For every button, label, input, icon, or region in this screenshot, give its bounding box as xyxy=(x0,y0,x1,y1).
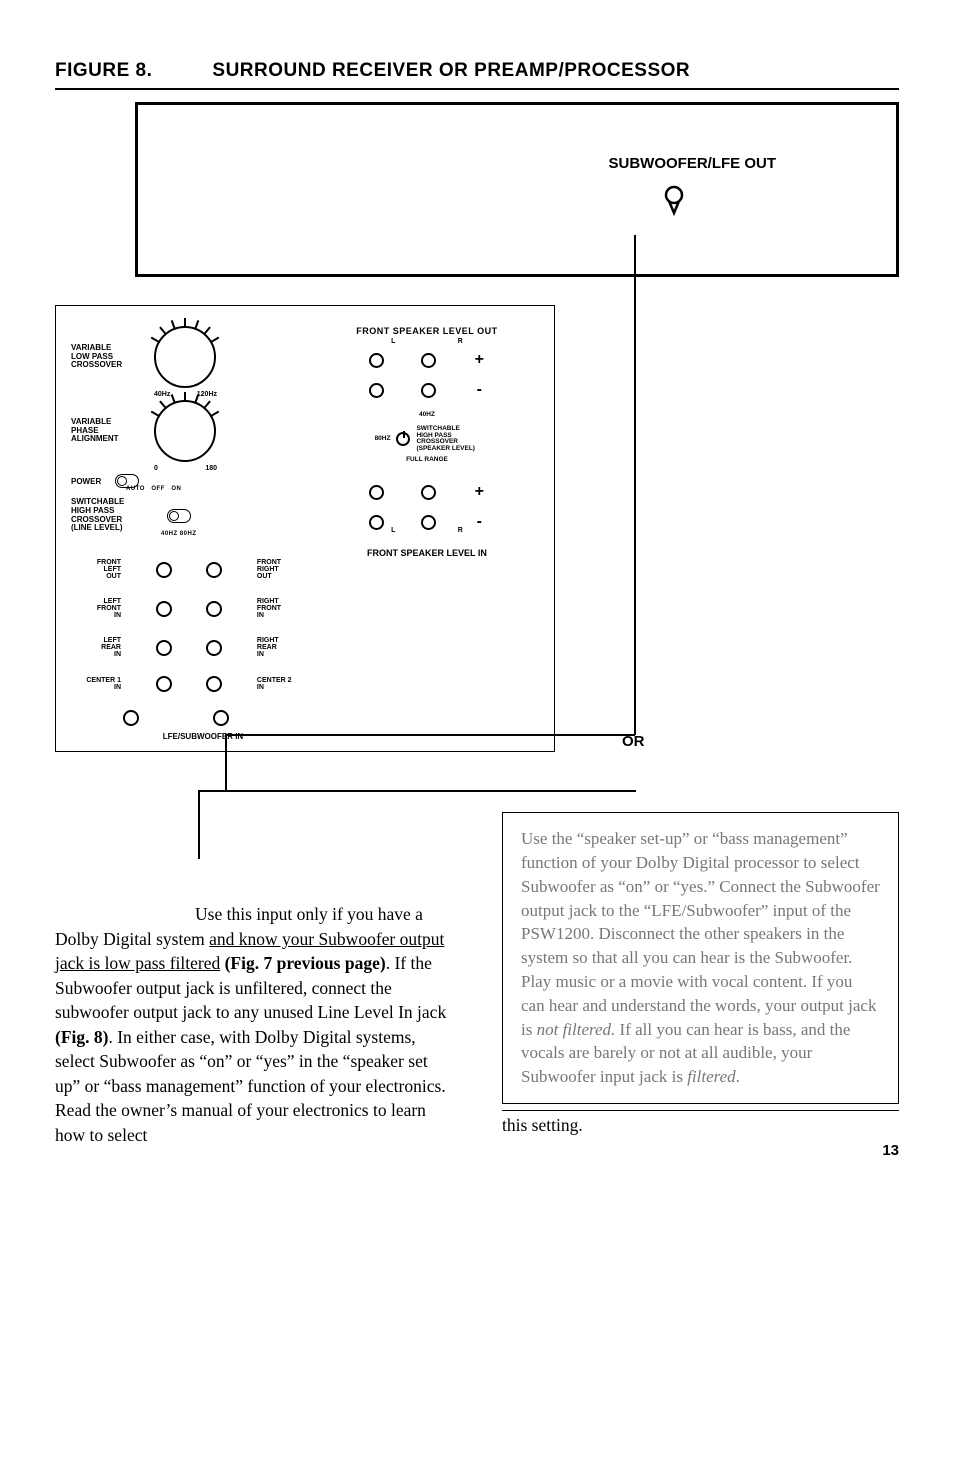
scale-low: 0 xyxy=(154,465,158,472)
rot-left-label: 80HZ xyxy=(362,436,390,443)
hp-options: 40HZ 80HZ xyxy=(161,531,315,537)
hp-line-label: SWITCHABLE HIGH PASS CROSSOVER (LINE LEV… xyxy=(71,498,153,533)
jack-icon xyxy=(156,640,172,656)
panel-right-col: FRONT SPEAKER LEVEL OUT L R + - 40HZ 80H… xyxy=(315,326,539,741)
front-right-out-label: FRONT RIGHT OUT xyxy=(257,559,305,580)
body-text: (Fig. 8) xyxy=(55,1027,108,1047)
plus-label: + xyxy=(473,351,485,369)
rotary-switch-icon xyxy=(396,432,410,446)
center1-in-label: CENTER 1 IN xyxy=(73,677,121,691)
sidebar-text: . xyxy=(736,1067,740,1086)
figure-heading: SURROUND RECEIVER OR PREAMP/PROCESSOR xyxy=(212,60,690,82)
power-label: POWER xyxy=(71,477,101,486)
power-switch-icon xyxy=(115,474,139,488)
body-text: (Fig. 7 previous page) xyxy=(220,953,385,973)
lfe-out-label: SUBWOOFER/LFE OUT xyxy=(609,155,777,172)
left-rear-in-label: LEFT REAR IN xyxy=(73,637,121,658)
jack-icon xyxy=(206,676,222,692)
panel-left-col: VARIABLE LOW PASS CROSSOVER 40Hz 120Hz xyxy=(71,326,315,741)
binding-post-icon xyxy=(369,485,384,500)
binding-post-icon xyxy=(421,485,436,500)
receiver-box: SUBWOOFER/LFE OUT xyxy=(135,102,899,277)
jack-icon xyxy=(206,601,222,617)
wire-segment xyxy=(198,790,636,792)
front-left-out-label: FRONT LEFT OUT xyxy=(73,559,121,580)
speaker-out-heading: FRONT SPEAKER LEVEL OUT xyxy=(315,326,539,336)
r-label: R xyxy=(458,338,463,345)
lfe-jack-icon xyxy=(213,710,229,726)
figure-number: FIGURE 8. xyxy=(55,60,152,82)
scale-high: 180 xyxy=(205,465,217,472)
binding-post-icon xyxy=(369,515,384,530)
sidebar-text: Use the “speaker set-up” or “bass manage… xyxy=(521,829,880,1038)
page-number: 13 xyxy=(882,1142,899,1159)
minus-label: - xyxy=(473,381,485,399)
binding-post-icon xyxy=(369,353,384,368)
subwoofer-panel: VARIABLE LOW PASS CROSSOVER 40Hz 120Hz xyxy=(55,305,555,752)
crossover-knob-label: VARIABLE LOW PASS CROSSOVER xyxy=(71,344,146,370)
figure-title-row: FIGURE 8. SURROUND RECEIVER OR PREAMP/PR… xyxy=(55,60,899,90)
after-box-text: this setting. xyxy=(502,1110,899,1138)
center2-in-label: CENTER 2 IN xyxy=(257,677,305,691)
jack-icon xyxy=(206,562,222,578)
left-front-in-label: LEFT FRONT IN xyxy=(73,598,121,619)
sidebar-text: filtered xyxy=(687,1067,735,1086)
jack-icon xyxy=(156,676,172,692)
jack-icon xyxy=(156,601,172,617)
sidebar-box: Use the “speaker set-up” or “bass manage… xyxy=(502,812,899,1104)
binding-post-icon xyxy=(421,353,436,368)
phase-knob-label: VARIABLE PHASE ALIGNMENT xyxy=(71,418,146,444)
body-columns: ________________Use this input only if y… xyxy=(55,812,899,1147)
l-label: L xyxy=(391,527,395,534)
plus-label: + xyxy=(473,483,485,501)
lfe-jack-icon xyxy=(123,710,139,726)
binding-post-icon xyxy=(421,515,436,530)
rot-top-label: 40HZ xyxy=(315,411,539,418)
speaker-in-heading: FRONT SPEAKER LEVEL IN xyxy=(315,548,539,558)
l-label: L xyxy=(391,338,395,345)
minus-label: - xyxy=(473,513,485,531)
jack-icon xyxy=(206,640,222,656)
body-text: . In either case, with Dolby Digital sys… xyxy=(55,1027,446,1145)
lfe-in-label: LFE/SUBWOOFER IN xyxy=(91,732,315,741)
wire-segment xyxy=(198,790,200,859)
lfe-jack-icon xyxy=(662,185,686,226)
phase-knob: 0 180 xyxy=(154,400,216,462)
hp-switch-icon xyxy=(167,509,191,523)
rot-right-label: SWITCHABLE HIGH PASS CROSSOVER (SPEAKER … xyxy=(416,426,491,452)
crossover-knob: 40Hz 120Hz xyxy=(154,326,216,388)
body-left-column: ________________Use this input only if y… xyxy=(55,812,452,1147)
right-rear-in-label: RIGHT REAR IN xyxy=(257,637,305,658)
or-label: OR xyxy=(622,733,645,750)
jack-icon xyxy=(156,562,172,578)
power-options: AUTO OFF ON xyxy=(126,486,315,492)
r-label: R xyxy=(458,527,463,534)
body-right-column: Use the “speaker set-up” or “bass manage… xyxy=(502,812,899,1147)
sidebar-text: not filtered. xyxy=(537,1020,616,1039)
wire-vertical xyxy=(634,235,636,735)
binding-post-icon xyxy=(421,383,436,398)
full-range-label: FULL RANGE xyxy=(315,456,539,463)
binding-post-icon xyxy=(369,383,384,398)
right-front-in-label: RIGHT FRONT IN xyxy=(257,598,305,619)
